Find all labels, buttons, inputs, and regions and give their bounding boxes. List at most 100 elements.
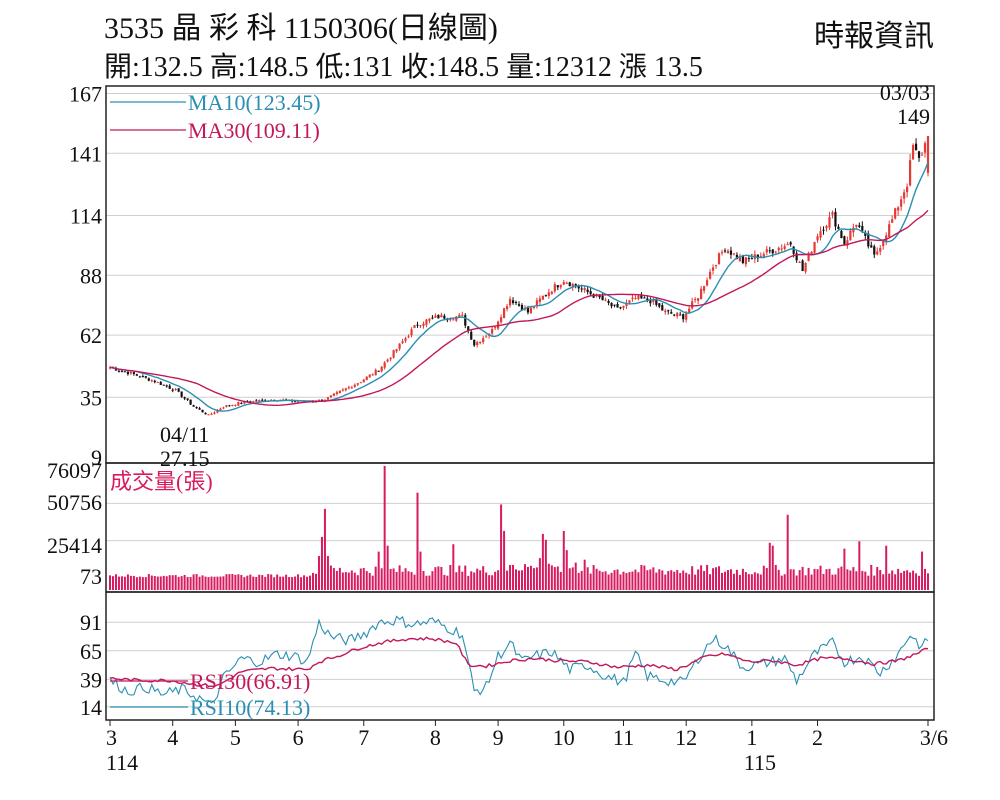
volume-bar — [655, 572, 658, 590]
rsi-legend-entry: RSI10(74.13) — [190, 695, 310, 720]
volume-bar — [900, 572, 903, 590]
x-tick-label: 4 — [167, 725, 178, 750]
candle-body — [443, 315, 446, 319]
volume-bar — [273, 577, 276, 590]
volume-bars — [109, 466, 929, 590]
candle-body — [377, 370, 380, 372]
candle-body — [628, 300, 631, 304]
rsi-panel-frame — [105, 591, 935, 721]
volume-bar — [264, 576, 267, 590]
candle-body — [702, 286, 706, 291]
candle-body — [541, 295, 544, 300]
candle-body — [610, 302, 613, 307]
volume-bar — [837, 568, 840, 590]
candle-body — [326, 397, 330, 400]
candle-body — [520, 305, 524, 311]
candle-body — [750, 258, 753, 260]
volume-bar — [670, 570, 673, 590]
candle-body — [813, 242, 816, 253]
candle-body — [652, 300, 655, 303]
candle-body — [186, 398, 189, 400]
volume-bar — [747, 574, 750, 590]
volume-bar — [834, 574, 837, 590]
volume-bar — [798, 570, 801, 590]
candle-body — [855, 224, 858, 227]
volume-bar — [479, 570, 482, 590]
volume-bar — [849, 570, 852, 590]
volume-bar — [156, 576, 159, 590]
volume-bar — [494, 571, 497, 590]
candle-body — [735, 254, 739, 259]
candle-body — [452, 319, 455, 321]
volume-bar — [353, 572, 356, 590]
candle-body — [529, 307, 533, 314]
volume-bar — [431, 571, 434, 590]
volume-bar — [577, 572, 580, 590]
candle-body — [894, 208, 897, 219]
volume-bar — [338, 567, 341, 590]
candle-body — [231, 404, 234, 406]
volume-bar — [380, 568, 383, 590]
candle-body — [422, 323, 425, 326]
candle-body — [723, 250, 727, 252]
candle-body — [643, 297, 646, 299]
volume-bar — [915, 573, 918, 590]
price-tick-label: 141 — [69, 141, 102, 166]
candle-body — [667, 310, 670, 312]
volume-bar — [455, 572, 458, 590]
candle-body — [676, 313, 679, 317]
x-tick-label: 9 — [493, 725, 504, 750]
volume-bar — [801, 566, 804, 590]
volume-bar — [673, 571, 676, 590]
candle-body — [900, 199, 903, 207]
candle-body — [598, 295, 601, 298]
volume-bar — [279, 576, 282, 590]
volume-bar — [398, 565, 401, 590]
volume-bar — [410, 572, 413, 590]
x-tick-label: 5 — [230, 725, 241, 750]
volume-panel-label: 成交量(張) — [110, 469, 213, 494]
volume-bar — [383, 466, 386, 590]
volume-bar — [622, 571, 625, 590]
candle-body — [780, 248, 783, 250]
candle-body — [249, 401, 252, 403]
candle-body — [413, 325, 416, 328]
candle-body — [697, 298, 700, 301]
volume-bar — [706, 564, 709, 590]
candle-body — [207, 414, 210, 416]
volume-bar — [374, 566, 377, 590]
volume-bar — [547, 563, 550, 590]
volume-tick-label: 73 — [80, 564, 102, 589]
volume-bar — [664, 574, 667, 590]
volume-bar — [347, 572, 350, 590]
volume-bar — [544, 539, 547, 590]
candle-body — [177, 388, 180, 392]
volume-bar — [891, 570, 894, 590]
candle-body — [371, 374, 374, 376]
volume-bar — [518, 570, 520, 590]
candle-body — [825, 226, 828, 229]
candle-body — [631, 297, 634, 299]
rsi-tick-label: 39 — [80, 667, 102, 692]
candle-body — [479, 341, 482, 344]
candle-body — [691, 301, 694, 309]
candle-body — [467, 326, 470, 331]
x-tick-label: 10 — [553, 725, 575, 750]
volume-bar — [109, 575, 111, 590]
candle-body — [455, 316, 458, 321]
candle-body — [428, 318, 431, 321]
candle-body — [505, 306, 509, 310]
candle-body — [332, 393, 336, 396]
candle-body — [156, 381, 159, 383]
candle-body — [822, 229, 825, 231]
candle-body — [619, 307, 622, 309]
volume-bar — [309, 575, 312, 590]
volume-bar — [822, 573, 825, 590]
candle-body — [425, 319, 428, 325]
volume-bar — [395, 571, 398, 590]
volume-bar — [177, 576, 180, 590]
candle-body — [368, 374, 371, 378]
volume-bar — [332, 568, 335, 590]
candle-body — [344, 388, 347, 391]
candle-body — [476, 342, 479, 346]
